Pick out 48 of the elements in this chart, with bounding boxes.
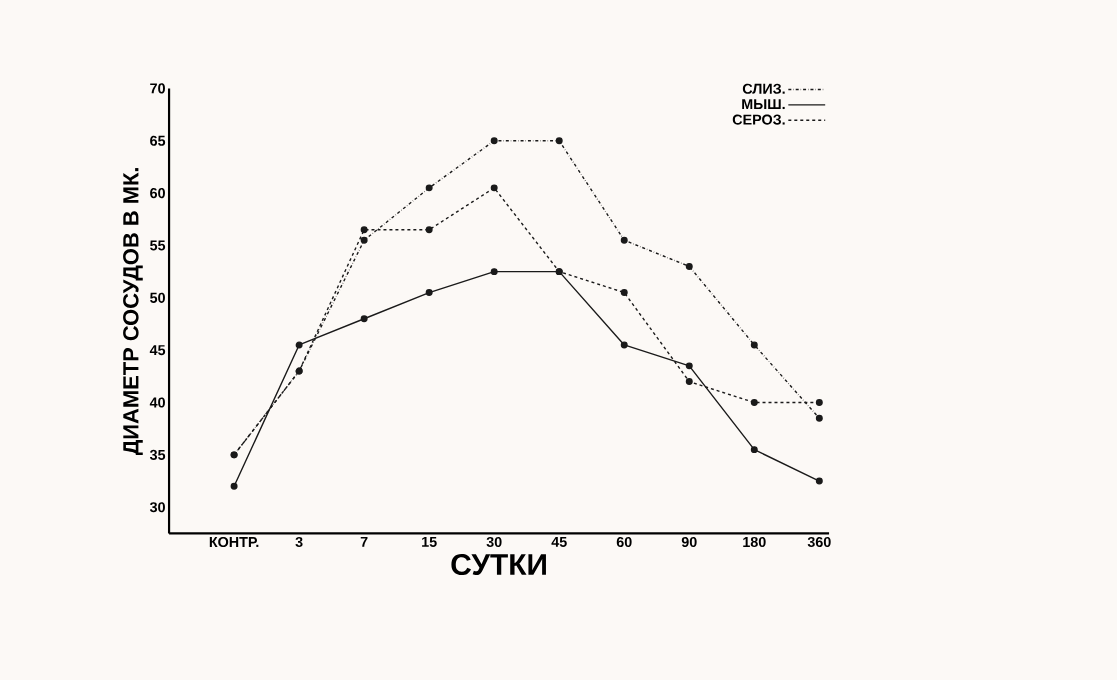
point [750, 399, 758, 407]
point [685, 362, 693, 370]
x-tick-label: 30 [486, 536, 502, 548]
point [685, 378, 693, 386]
y-tick-label: 55 [150, 240, 166, 251]
point [750, 341, 758, 349]
point [620, 289, 628, 297]
y-tick-label: 60 [150, 188, 165, 199]
point [815, 399, 823, 407]
x-tick-label: 7 [360, 536, 368, 547]
x-axis-title: СУТКИ [451, 553, 546, 576]
point [620, 236, 628, 244]
point [555, 137, 563, 145]
x-tick-label: КОНТР. [209, 536, 259, 548]
point [425, 184, 433, 192]
point [815, 414, 823, 422]
y-axis-title: ДИАМЕТР СОСУДОВ В МК. [123, 168, 143, 456]
point [360, 315, 368, 323]
point [425, 226, 433, 234]
point [490, 137, 498, 145]
x-tick-label: 180 [743, 536, 766, 548]
x-tick-label: 60 [616, 536, 632, 548]
y-tick-label: 50 [150, 292, 165, 303]
point [230, 482, 238, 490]
y-tick-label: 35 [149, 449, 166, 460]
y-tick-label: 70 [150, 83, 165, 94]
x-tick-label: 15 [422, 536, 437, 547]
point [425, 289, 433, 297]
point [490, 184, 498, 192]
y-tick-label: 65 [150, 135, 166, 146]
y-tick-label: 40 [149, 397, 165, 408]
point [360, 236, 368, 244]
legend-label: СЕРОЗ. [732, 114, 785, 125]
point [815, 477, 823, 485]
x-tick-label: 360 [807, 536, 831, 548]
y-tick-label: 30 [149, 502, 165, 513]
x-tick-label: 90 [681, 536, 697, 548]
point [360, 226, 368, 234]
point [750, 446, 758, 454]
legend-label: СЛИЗ. [742, 83, 785, 94]
legend-label: МЫШ. [742, 99, 785, 110]
point [620, 341, 628, 349]
x-tick-label: 3 [295, 536, 303, 548]
point [490, 268, 498, 276]
y-tick-label: 45 [149, 345, 166, 356]
point [295, 341, 303, 349]
point [685, 262, 693, 270]
x-tick-label: 45 [551, 536, 567, 547]
